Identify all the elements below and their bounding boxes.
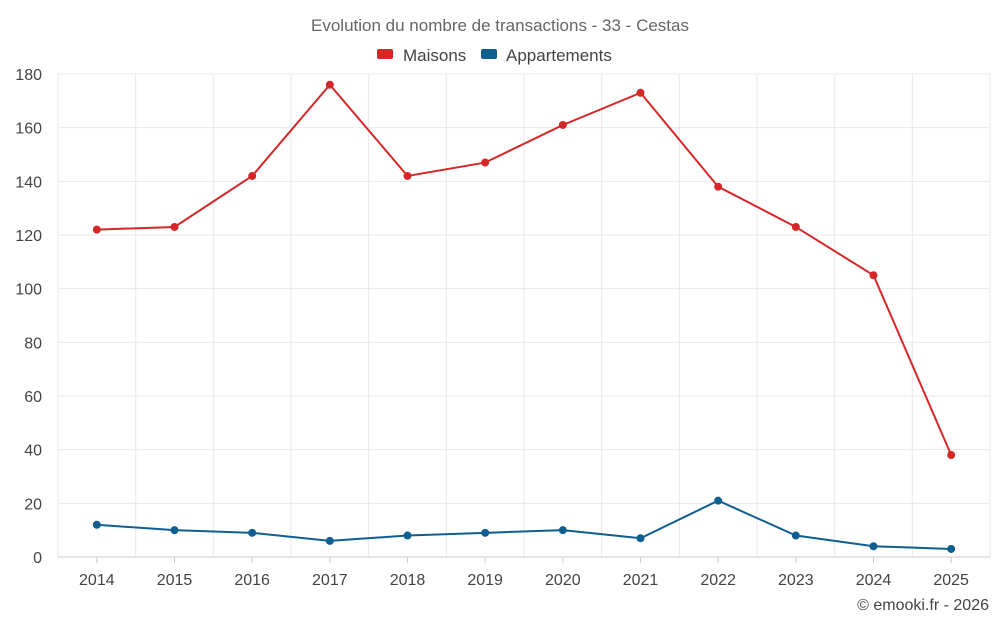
- legend-swatch-appartements: [481, 49, 497, 59]
- point-appartements-2017: [325, 536, 334, 545]
- y-tick-label-100: 100: [15, 282, 42, 299]
- y-tick-label-180: 180: [15, 67, 42, 84]
- legend-item-maisons[interactable]: Maisons: [377, 46, 466, 65]
- series-layer: [92, 80, 956, 553]
- point-appartements-2022: [714, 496, 723, 505]
- y-tick-label-160: 160: [15, 121, 42, 138]
- y-tick-label-40: 40: [24, 443, 42, 460]
- y-tick-label-80: 80: [24, 335, 42, 352]
- point-appartements-2015: [170, 526, 179, 535]
- x-tick-label-2023: 2023: [778, 572, 814, 589]
- point-maisons-2022: [714, 182, 723, 191]
- y-axis-ticks: 0 20 40 60 80 100 120 140 160 180: [15, 67, 42, 567]
- x-tick-label-2020: 2020: [545, 572, 581, 589]
- legend-swatch-maisons: [377, 49, 393, 59]
- x-axis-ticks: 2014 2015 2016 2017 2018 2019 2020 2021 2022 2023…: [79, 572, 969, 589]
- x-tick-label-2025: 2025: [933, 572, 969, 589]
- x-tick-label-2021: 2021: [623, 572, 659, 589]
- point-appartements-2021: [636, 534, 645, 543]
- point-maisons-2024: [869, 271, 878, 280]
- grid: [57, 73, 991, 557]
- point-maisons-2016: [248, 171, 257, 180]
- axes: [58, 556, 990, 563]
- x-tick-label-2024: 2024: [856, 572, 892, 589]
- point-appartements-2014: [92, 520, 101, 529]
- point-maisons-2021: [636, 88, 645, 97]
- x-tick-label-2014: 2014: [79, 572, 115, 589]
- y-tick-label-60: 60: [24, 389, 42, 406]
- point-maisons-2020: [558, 120, 567, 129]
- x-tick-label-2019: 2019: [467, 572, 503, 589]
- series-appartements: [92, 496, 956, 553]
- y-tick-label-20: 20: [24, 496, 42, 513]
- x-tick-label-2022: 2022: [700, 572, 736, 589]
- x-tick-label-2018: 2018: [390, 572, 426, 589]
- series-line-appartements: [96, 499, 952, 550]
- x-tick-label-2015: 2015: [157, 572, 193, 589]
- point-appartements-2024: [869, 542, 878, 551]
- point-maisons-2014: [92, 225, 101, 234]
- point-maisons-2015: [170, 222, 179, 231]
- legend-item-appartements[interactable]: Appartements: [481, 46, 612, 65]
- y-tick-label-140: 140: [15, 174, 42, 191]
- point-maisons-2017: [325, 80, 334, 89]
- legend-label-maisons: Maisons: [403, 46, 466, 65]
- point-maisons-2023: [791, 222, 800, 231]
- x-tick-label-2017: 2017: [312, 572, 348, 589]
- point-appartements-2025: [947, 544, 956, 553]
- legend-label-appartements: Appartements: [506, 46, 612, 65]
- point-appartements-2016: [248, 528, 257, 537]
- point-maisons-2025: [947, 451, 956, 460]
- point-maisons-2018: [403, 171, 412, 180]
- y-tick-label-120: 120: [15, 228, 42, 245]
- legend[interactable]: Maisons Appartements: [377, 46, 612, 65]
- chart-title: Evolution du nombre de transactions - 33…: [311, 16, 689, 35]
- y-tick-label-0: 0: [33, 550, 42, 567]
- point-appartements-2019: [481, 528, 490, 537]
- copyright-credit: © emooki.fr - 2026: [857, 597, 989, 614]
- point-appartements-2018: [403, 531, 412, 540]
- x-tick-label-2016: 2016: [234, 572, 270, 589]
- point-appartements-2023: [791, 531, 800, 540]
- series-maisons: [92, 80, 956, 460]
- series-line-maisons: [96, 83, 953, 456]
- point-maisons-2019: [481, 158, 490, 167]
- point-appartements-2020: [558, 526, 567, 535]
